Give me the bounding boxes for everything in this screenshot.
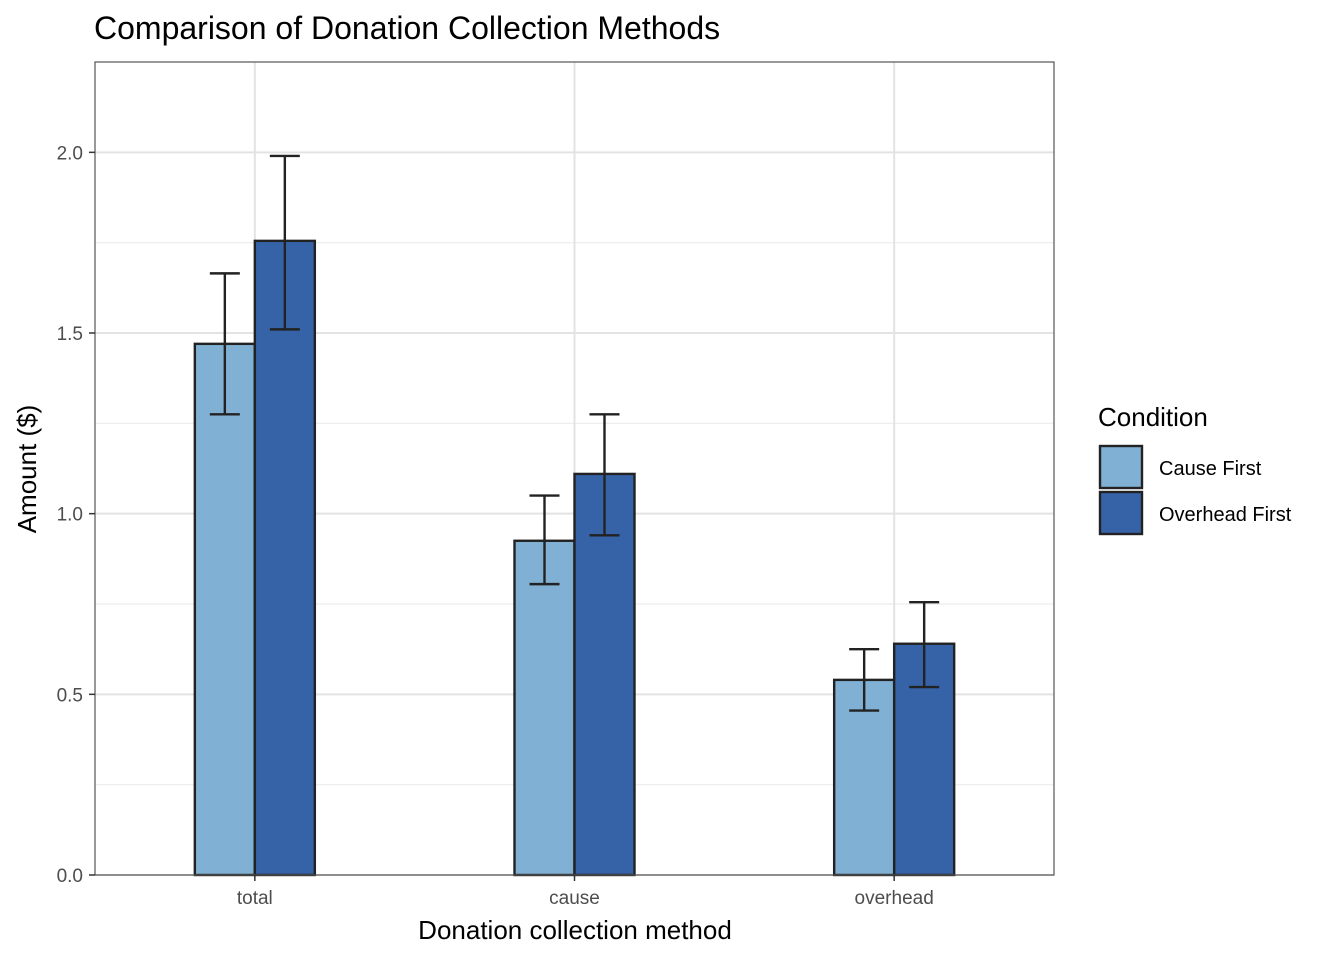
error-bar-cause-2 <box>589 413 620 537</box>
legend-title: Condition <box>1098 402 1208 432</box>
y-tick-label: 0.0 <box>57 866 83 887</box>
y-axis-label: Amount ($) <box>12 405 42 534</box>
x-tick-label: cause <box>549 888 600 909</box>
legend-label: Overhead First <box>1159 504 1292 526</box>
bar-cause-1 <box>513 539 576 877</box>
legend-label: Cause First <box>1159 458 1262 480</box>
y-axis-ticks: 0.0 0.5 1.0 1.5 2.0 <box>57 143 95 887</box>
bars <box>193 239 956 877</box>
legend: Condition Cause First Overhead First <box>1098 402 1292 536</box>
error-bar-overhead-2 <box>909 600 940 689</box>
error-bar-overhead-1 <box>849 647 880 712</box>
error-bar-total-2 <box>269 154 300 331</box>
error-bar-total-1 <box>209 272 240 416</box>
y-tick-label: 1.5 <box>57 324 83 345</box>
x-axis-label: Donation collection method <box>418 915 732 945</box>
x-tick-label: total <box>237 888 273 909</box>
bar-total-1 <box>193 342 257 877</box>
legend-swatch <box>1098 490 1144 536</box>
x-axis-ticks: total cause overhead <box>237 875 934 909</box>
x-tick-label: overhead <box>855 888 934 909</box>
bar-total-2 <box>253 239 317 877</box>
y-tick-label: 1.0 <box>57 505 83 526</box>
legend-swatch <box>1098 444 1144 490</box>
y-tick-label: 0.5 <box>57 685 83 706</box>
error-bar-cause-1 <box>529 494 560 586</box>
error-bars <box>209 154 940 712</box>
chart-title: Comparison of Donation Collection Method… <box>94 10 720 46</box>
y-tick-label: 2.0 <box>57 143 83 164</box>
